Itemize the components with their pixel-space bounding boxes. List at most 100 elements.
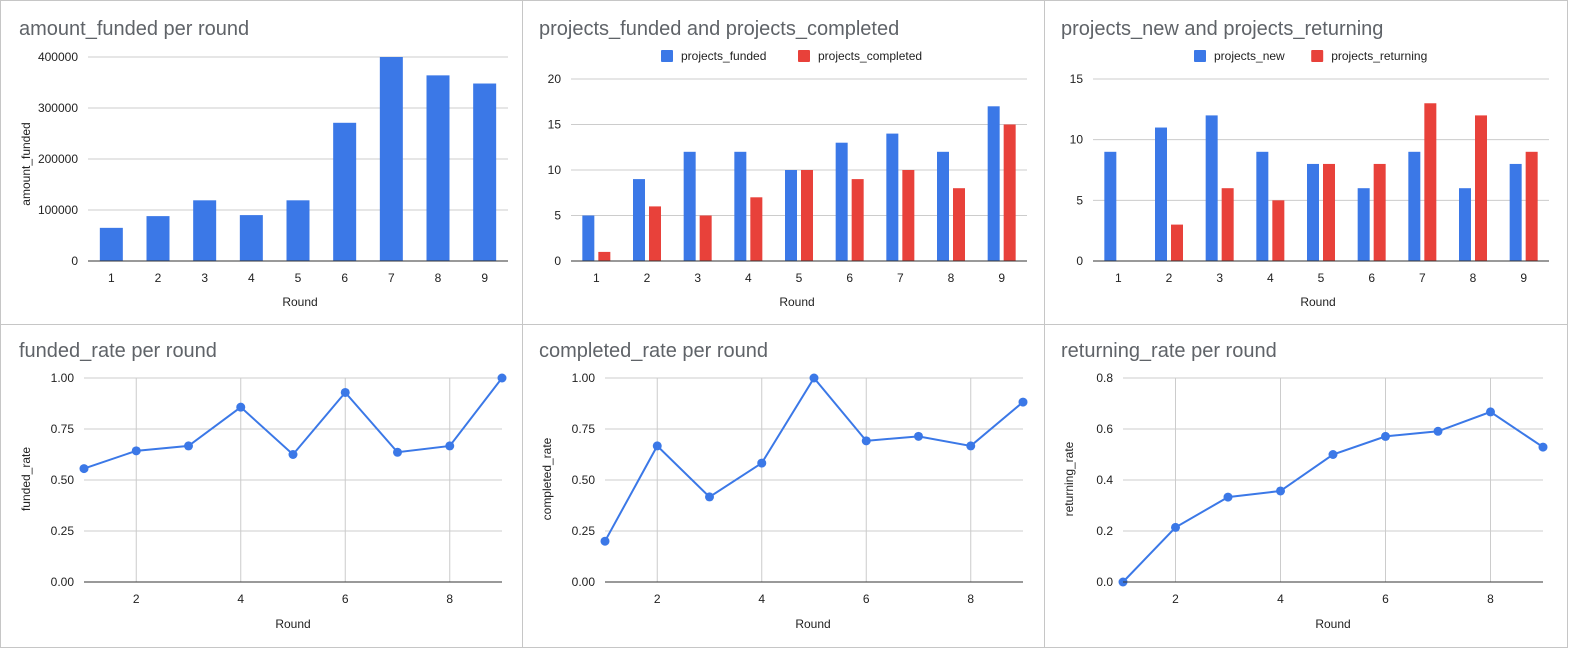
y-tick-label: 0.00 <box>572 575 596 589</box>
legend-swatch <box>1194 50 1206 62</box>
y-tick-label: 300000 <box>38 101 78 115</box>
legend-swatch <box>661 50 673 62</box>
x-tick-label: 7 <box>388 271 395 285</box>
data-point <box>1171 522 1180 532</box>
legend-label: projects_new <box>1214 49 1285 63</box>
chart-funded-rate: funded_rate per round Round funded_rate … <box>19 340 507 631</box>
bar <box>1459 188 1471 261</box>
data-point <box>445 441 455 451</box>
bar <box>902 170 915 261</box>
x-axis-label: Round <box>1300 295 1335 309</box>
y-axis-label: completed_rate <box>540 437 554 520</box>
y-tick-label: 5 <box>554 209 561 223</box>
y-tick-label: 10 <box>548 163 562 177</box>
bar <box>1003 124 1016 261</box>
bar <box>1357 188 1370 261</box>
x-tick-label: 2 <box>654 592 661 606</box>
x-tick-label: 6 <box>1382 592 1389 606</box>
x-tick-label: 4 <box>745 271 752 285</box>
bar <box>801 170 813 261</box>
y-tick-label: 0.4 <box>1096 473 1113 487</box>
x-tick-label: 4 <box>1277 592 1284 606</box>
y-tick-label: 5 <box>1076 193 1083 207</box>
x-tick-label: 8 <box>967 592 974 606</box>
bar <box>937 151 949 261</box>
x-tick-label: 9 <box>481 271 488 285</box>
x-tick-label: 2 <box>155 271 162 285</box>
legend-swatch <box>798 50 810 62</box>
x-axis-label: Round <box>275 617 310 631</box>
bar <box>1205 115 1218 262</box>
y-axis-label: amount_funded <box>19 122 33 205</box>
chart-panel-projects-funded-completed: projects_funded and projects_completed R… <box>523 0 1045 325</box>
data-point <box>652 441 662 451</box>
bar <box>953 188 965 261</box>
y-tick-label: 0.75 <box>572 422 596 436</box>
bar <box>785 170 797 261</box>
data-point <box>236 402 246 412</box>
bar <box>379 57 403 261</box>
chart-title: completed_rate per round <box>539 340 768 362</box>
x-tick-label: 5 <box>295 271 302 285</box>
x-tick-label: 9 <box>998 271 1005 285</box>
data-point <box>809 373 819 383</box>
data-point <box>1486 407 1495 417</box>
y-tick-label: 0 <box>554 254 561 268</box>
bar <box>699 215 712 261</box>
bar <box>886 133 899 261</box>
data-point <box>184 441 193 451</box>
x-tick-label: 5 <box>1318 271 1325 285</box>
y-tick-label: 0.6 <box>1096 422 1113 436</box>
y-tick-label: 0.25 <box>572 524 596 538</box>
x-axis-label: Round <box>282 295 317 309</box>
y-tick-label: 20 <box>548 72 562 86</box>
x-tick-label: 8 <box>446 592 453 606</box>
y-tick-label: 0.8 <box>1096 371 1113 385</box>
y-tick-label: 0.2 <box>1096 524 1113 538</box>
bar <box>239 215 263 261</box>
data-point <box>757 458 767 468</box>
x-tick-label: 4 <box>1267 271 1274 285</box>
chart-returning-rate: returning_rate per round Round returning… <box>1061 340 1548 631</box>
bar <box>750 197 763 261</box>
y-tick-label: 1.00 <box>572 371 596 385</box>
data-point <box>1018 397 1028 407</box>
x-tick-label: 3 <box>1216 271 1223 285</box>
series-line <box>1122 410 1544 583</box>
x-tick-label: 7 <box>1419 271 1426 285</box>
chart-panel-completed-rate: completed_rate per round Round completed… <box>523 325 1045 648</box>
data-point <box>1276 486 1285 496</box>
data-point <box>79 464 89 474</box>
data-point <box>1328 450 1338 459</box>
x-tick-label: 4 <box>237 592 244 606</box>
data-point <box>497 373 507 383</box>
bar <box>1307 163 1319 261</box>
x-tick-label: 2 <box>644 271 651 285</box>
chart-title: projects_new and projects_returning <box>1061 18 1383 40</box>
chart-projects-new-returning: projects_new and projects_returning Roun… <box>1061 18 1549 309</box>
y-tick-label: 0.25 <box>51 524 75 538</box>
chart-panel-projects-new-returning: projects_new and projects_returning Roun… <box>1045 0 1568 325</box>
bar <box>1104 151 1117 261</box>
chart-projects-funded-completed: projects_funded and projects_completed R… <box>539 18 1027 309</box>
x-axis-label: Round <box>779 295 814 309</box>
chart-amount-funded: amount_funded per round Round amount_fun… <box>19 18 508 309</box>
bar <box>193 200 217 261</box>
y-tick-label: 0.0 <box>1096 575 1113 589</box>
x-tick-label: 3 <box>694 271 701 285</box>
bar <box>1155 127 1167 262</box>
y-tick-label: 200000 <box>38 152 78 166</box>
bar <box>426 75 450 261</box>
bar <box>633 179 645 261</box>
bar <box>473 83 497 262</box>
bar <box>1424 103 1437 262</box>
bar <box>1525 151 1538 261</box>
x-tick-label: 6 <box>341 271 348 285</box>
x-tick-label: 6 <box>342 592 349 606</box>
data-point <box>340 387 350 397</box>
x-tick-label: 2 <box>1166 271 1173 285</box>
y-tick-label: 10 <box>1070 133 1084 147</box>
x-tick-label: 3 <box>201 271 208 285</box>
bar <box>582 215 595 261</box>
